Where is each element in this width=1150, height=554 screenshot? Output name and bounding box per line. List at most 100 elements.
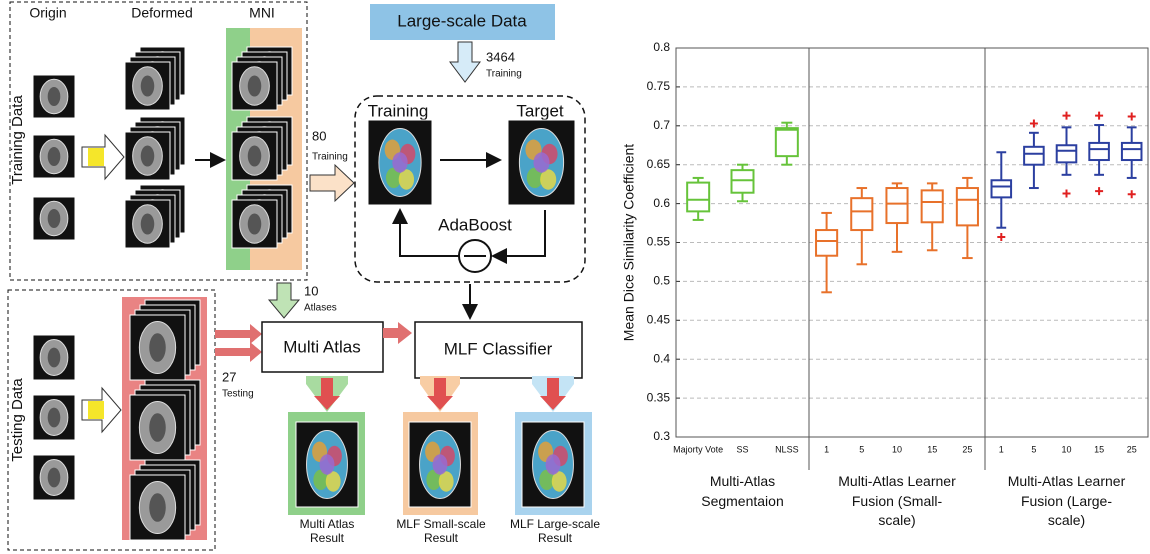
brain-image: [48, 147, 61, 166]
outlier: [1063, 189, 1071, 197]
icon: [88, 401, 104, 419]
brain-image: [48, 348, 61, 368]
box: [816, 230, 837, 256]
brain-image: [149, 493, 166, 522]
x-tick-label: 15: [1094, 444, 1104, 454]
box: [732, 170, 754, 193]
box: [687, 183, 709, 212]
arrow: [310, 165, 354, 201]
side-label: Testing Data: [9, 378, 26, 462]
brain-image: [320, 454, 335, 474]
brain-image: [141, 75, 155, 96]
arrow: [215, 324, 262, 344]
y-tick-label: 0.5: [653, 274, 670, 288]
group-label: Multi-Atlas Learner Fusion (Large-scale): [1007, 472, 1127, 531]
count: 10: [304, 283, 318, 298]
box: [922, 190, 943, 222]
label: Target: [516, 101, 564, 120]
y-tick-label: 0.6: [653, 196, 670, 210]
y-tick-label: 0.3: [653, 429, 670, 443]
x-tick-label: Majorty Vote: [673, 444, 723, 454]
box: [851, 198, 872, 230]
brain-image: [248, 145, 262, 166]
arrow: [450, 42, 480, 82]
y-tick-label: 0.7: [653, 118, 670, 132]
brain-image: [248, 75, 262, 96]
box: [1122, 143, 1142, 160]
box: [886, 188, 907, 223]
brain-image: [48, 209, 61, 228]
y-tick-label: 0.45: [647, 312, 671, 326]
box-label: Large-scale Data: [397, 11, 527, 30]
col-label: MNI: [249, 5, 275, 21]
count: 80: [312, 128, 326, 143]
count-label: Atlases: [304, 303, 337, 314]
y-tick-label: 0.75: [647, 79, 671, 93]
brain-image: [533, 152, 549, 172]
brain-image: [141, 213, 155, 234]
brain-image: [433, 454, 448, 474]
count-label: Training: [312, 152, 348, 163]
count-label: Testing: [222, 389, 254, 400]
label: AdaBoost: [438, 215, 512, 234]
figure: Origin Deformed MNI Training Data Large-…: [0, 0, 1150, 554]
group-label: Multi-Atlas Segmentaion: [683, 472, 803, 511]
box-label: Multi Atlas: [283, 337, 360, 356]
brain-image: [149, 333, 166, 362]
arrow: [383, 322, 412, 344]
box: [1089, 143, 1109, 160]
brain-image: [48, 87, 61, 106]
col-label: Origin: [29, 5, 66, 21]
brain-image: [141, 145, 155, 166]
x-tick-label: 1: [999, 444, 1004, 454]
x-tick-label: 10: [1061, 444, 1071, 454]
box: [992, 180, 1012, 197]
x-tick-label: 25: [1127, 444, 1137, 454]
outlier: [1128, 190, 1136, 198]
x-tick-label: SS: [736, 444, 748, 454]
x-tick-label: 10: [892, 444, 902, 454]
side-label: Training Data: [9, 95, 26, 185]
outlier: [1128, 112, 1136, 120]
box: [957, 188, 978, 225]
group-label: Multi-Atlas Learner Fusion (Small-scale): [837, 472, 957, 531]
result-label: MLF Large-scale Result: [505, 517, 605, 546]
arrow: [215, 342, 262, 362]
y-tick-label: 0.8: [653, 40, 670, 54]
result-label: MLF Small-scale Result: [396, 517, 486, 546]
y-tick-label: 0.65: [647, 157, 671, 171]
canvas: Origin Deformed MNI Training Data Large-…: [0, 0, 1150, 554]
y-tick-label: 0.4: [653, 351, 670, 365]
label: Training: [368, 101, 429, 120]
x-tick-label: 15: [927, 444, 937, 454]
x-tick-label: 5: [859, 444, 864, 454]
x-tick-label: NLSS: [775, 444, 799, 454]
count-label: Training: [486, 69, 522, 80]
brain-image: [48, 408, 61, 428]
outlier: [1095, 112, 1103, 120]
box: [1024, 147, 1044, 165]
x-tick-label: 1: [824, 444, 829, 454]
box: [776, 128, 798, 156]
icon: [88, 148, 104, 166]
box-label: MLF Classifier: [444, 339, 553, 358]
brain-image: [149, 413, 166, 442]
count: 3464: [486, 49, 515, 64]
y-tick-label: 0.35: [647, 390, 671, 404]
arrow: [269, 283, 299, 318]
col-label: Deformed: [131, 5, 192, 21]
x-tick-label: 5: [1031, 444, 1036, 454]
brain-image: [546, 454, 561, 474]
outlier: [1063, 112, 1071, 120]
y-axis-label: Mean Dice Similarity Coefficient: [621, 144, 637, 341]
brain-image: [392, 152, 407, 172]
brain-image: [248, 213, 262, 234]
x-tick-label: 25: [962, 444, 972, 454]
y-tick-label: 0.55: [647, 235, 671, 249]
count: 27: [222, 369, 236, 384]
brain-image: [48, 468, 61, 488]
outlier: [997, 233, 1005, 241]
outlier: [1095, 187, 1103, 195]
result-label: Multi Atlas Result: [282, 517, 372, 546]
box: [1057, 145, 1077, 162]
